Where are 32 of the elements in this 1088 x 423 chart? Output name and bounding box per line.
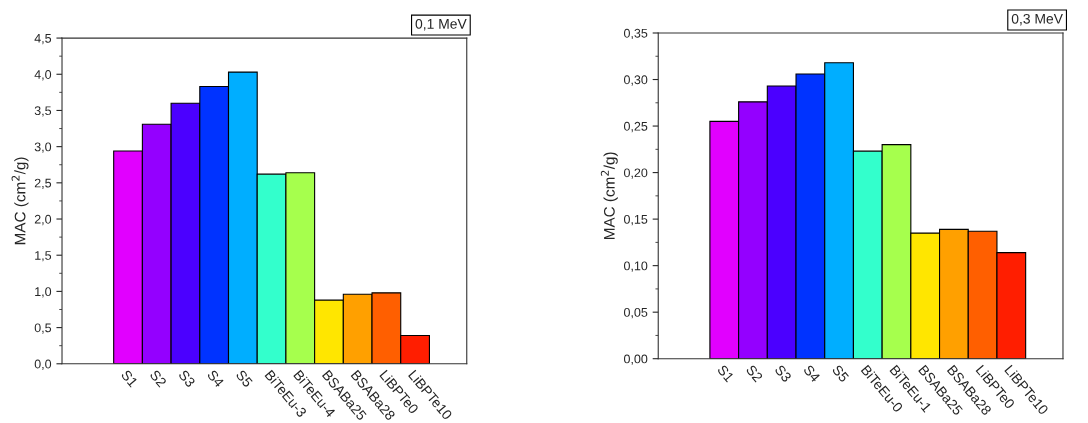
x-tick-label: S2	[149, 369, 167, 388]
y-tick-label: 1,5	[35, 251, 52, 262]
y-tick-label: 0,5	[34, 323, 52, 334]
y-tick-label: 0,20	[623, 168, 648, 179]
x-tick-label: S4	[206, 369, 225, 388]
y-tick-label: 0,15	[623, 214, 648, 226]
y-tick-label: 0,30	[623, 75, 648, 86]
y-axis-title: MAC (cm$^{2}$/g)	[11, 157, 29, 245]
y-tick-label: 0,0	[34, 359, 52, 370]
y-tick-label: 0,10	[623, 261, 648, 272]
y-tick-label: 2,5	[34, 178, 52, 189]
y-tick-label: 0,00	[623, 354, 648, 365]
x-tick-label: S1	[120, 369, 139, 388]
y-tick-label: 2,0	[34, 214, 52, 226]
y-tick-label: 4,0	[34, 70, 52, 81]
x-tick-label: S4	[802, 364, 821, 383]
text: 0,1 MeV	[415, 18, 467, 31]
y-tick-label: 1,0	[35, 287, 52, 298]
text: 0,3 MeV	[1011, 13, 1063, 26]
x-tick-label: S5	[831, 364, 850, 383]
x-tick-label: S3	[774, 364, 792, 383]
y-tick-label: 0,25	[623, 121, 648, 133]
y-tick-label: 0,35	[623, 28, 648, 40]
y-tick-label: 4,5	[34, 34, 52, 45]
x-tick-label: S1	[716, 364, 735, 383]
x-tick-label: S3	[178, 369, 196, 388]
y-axis-title: MAC (cm$^{2}$/g)	[600, 152, 618, 240]
x-tick-label: S5	[235, 369, 254, 388]
y-tick-label: 0,05	[623, 307, 648, 319]
y-tick-label: 3,0	[34, 142, 52, 153]
y-tick-label: 3,5	[34, 106, 52, 117]
x-tick-label: S2	[745, 364, 764, 383]
